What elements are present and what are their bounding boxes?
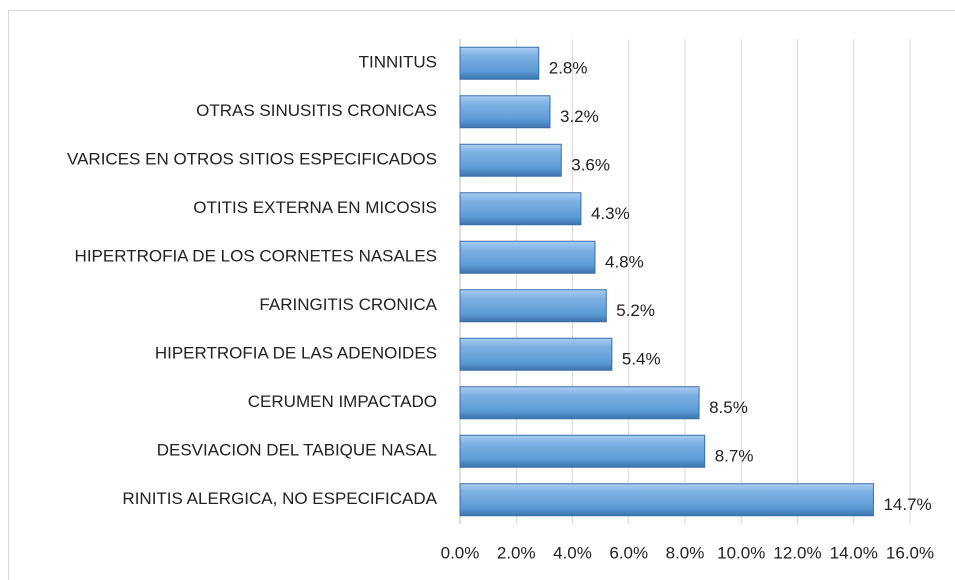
chart-frame	[8, 10, 955, 580]
data-label: 5.2%	[616, 301, 655, 320]
y-tick-label: HIPERTROFIA DE LOS CORNETES NASALES	[75, 247, 437, 266]
y-tick-label: RINITIS ALERGICA, NO ESPECIFICADA	[122, 489, 437, 508]
data-label: 5.4%	[622, 350, 661, 369]
bar	[459, 434, 706, 468]
y-tick-label: OTRAS SINUSITIS CRONICAS	[196, 101, 437, 120]
bar	[459, 289, 607, 323]
y-tick-label: VARICES EN OTROS SITIOS ESPECIFICADOS	[67, 150, 437, 169]
bar	[459, 192, 582, 226]
y-tick-label: FARINGITIS CRONICA	[259, 295, 437, 314]
bar	[459, 240, 596, 274]
data-label: 8.5%	[709, 398, 748, 417]
x-tick-label: 16.0%	[886, 543, 934, 562]
bar	[459, 337, 613, 371]
data-label: 3.2%	[560, 107, 599, 126]
bar	[459, 483, 874, 517]
y-tick-label: OTITIS EXTERNA EN MICOSIS	[193, 198, 437, 217]
x-tick-label: 4.0%	[553, 543, 592, 562]
bar	[459, 46, 540, 80]
bar	[459, 143, 562, 177]
data-label: 4.8%	[605, 253, 644, 272]
x-tick-label: 8.0%	[666, 543, 705, 562]
x-tick-label: 2.0%	[497, 543, 536, 562]
data-label: 4.3%	[591, 204, 630, 223]
y-tick-label: TINNITUS	[359, 53, 437, 72]
x-tick-label: 12.0%	[773, 543, 821, 562]
x-tick-label: 10.0%	[717, 543, 765, 562]
data-label: 14.7%	[883, 495, 931, 514]
bar	[459, 386, 700, 420]
x-tick-label: 0.0%	[441, 543, 480, 562]
data-label: 8.7%	[715, 447, 754, 466]
x-tick-label: 14.0%	[830, 543, 878, 562]
y-tick-label: HIPERTROFIA DE LAS ADENOIDES	[155, 344, 437, 363]
y-tick-label: CERUMEN IMPACTADO	[248, 392, 437, 411]
x-tick-label: 6.0%	[609, 543, 648, 562]
bar	[459, 95, 551, 129]
data-label: 2.8%	[549, 59, 588, 78]
y-tick-label: DESVIACION DEL TABIQUE NASAL	[157, 441, 437, 460]
data-label: 3.6%	[571, 156, 610, 175]
